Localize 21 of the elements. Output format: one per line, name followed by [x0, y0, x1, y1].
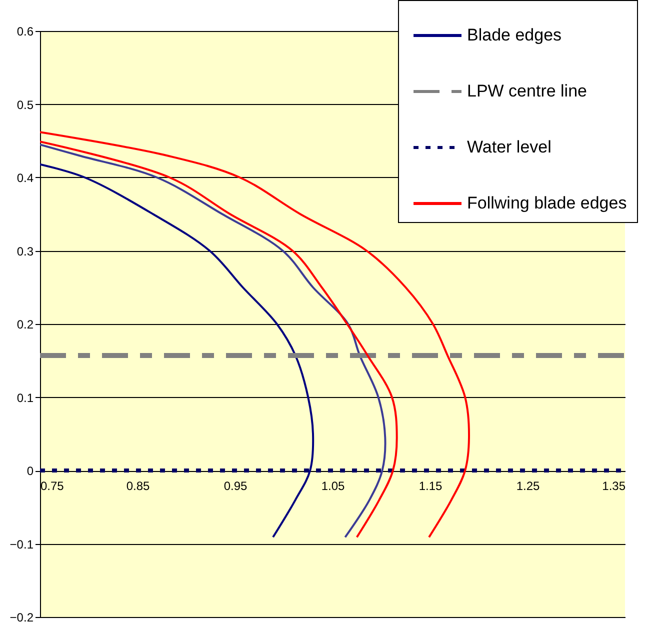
- x-tick-label: 0.95: [224, 479, 248, 493]
- y-tick-label: 0.3: [16, 244, 34, 258]
- x-tick-label: 1.05: [321, 479, 345, 493]
- y-tick-label: 0.4: [16, 171, 34, 185]
- x-tick-label: 0.75: [40, 479, 64, 493]
- line-series: [40, 163, 314, 538]
- x-tick-label: 1.15: [418, 479, 442, 493]
- y-tick-label: 0.2: [16, 318, 34, 332]
- y-tick-label: 0.1: [16, 390, 34, 405]
- y-tick-label: −0.2: [10, 610, 34, 624]
- x-tick-label: 0.85: [126, 479, 150, 493]
- y-tick-label: −0.1: [10, 537, 34, 552]
- legend-label: Follwing blade edges: [467, 194, 627, 212]
- legend-label: LPW centre line: [467, 82, 587, 100]
- legend-label: Blade edges: [467, 26, 562, 44]
- y-tick-label: 0.6: [16, 24, 34, 38]
- y-tick-label: 0.5: [16, 98, 34, 112]
- x-tick-label: 1.35: [602, 479, 626, 493]
- legend-label: Water level: [467, 138, 552, 156]
- x-tick-label: 1.25: [516, 479, 540, 493]
- y-tick-label: 0: [26, 464, 34, 478]
